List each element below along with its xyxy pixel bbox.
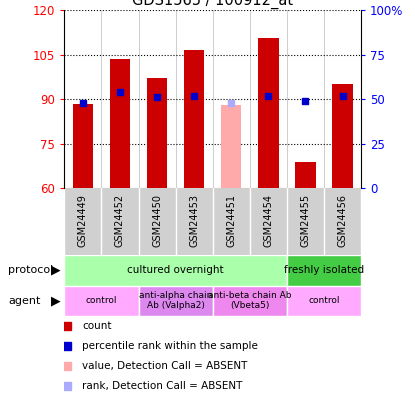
Bar	[287, 255, 361, 286]
Text: freshly isolated: freshly isolated	[284, 265, 364, 275]
Bar	[73, 104, 93, 188]
Text: GSM24449: GSM24449	[78, 194, 88, 247]
Bar	[110, 59, 130, 188]
Text: percentile rank within the sample: percentile rank within the sample	[82, 341, 258, 351]
Bar	[287, 286, 361, 316]
Bar	[147, 79, 167, 188]
Text: GSM24451: GSM24451	[226, 194, 236, 247]
Text: control: control	[308, 296, 340, 305]
Text: GSM24453: GSM24453	[189, 194, 199, 247]
Text: value, Detection Call = ABSENT: value, Detection Call = ABSENT	[82, 361, 247, 371]
Text: rank, Detection Call = ABSENT: rank, Detection Call = ABSENT	[82, 382, 242, 391]
Text: GSM24452: GSM24452	[115, 194, 125, 247]
Bar	[332, 84, 353, 188]
Text: ▶: ▶	[51, 294, 60, 307]
Text: agent: agent	[8, 296, 41, 306]
Bar	[64, 255, 287, 286]
Bar	[184, 50, 204, 188]
Bar	[213, 286, 287, 316]
Text: anti-alpha chain
Ab (Valpha2): anti-alpha chain Ab (Valpha2)	[139, 291, 212, 310]
Bar	[295, 162, 316, 188]
Title: GDS1565 / 100912_at: GDS1565 / 100912_at	[132, 0, 293, 9]
Text: anti-beta chain Ab
(Vbeta5): anti-beta chain Ab (Vbeta5)	[208, 291, 291, 310]
Text: GSM24455: GSM24455	[300, 194, 310, 247]
Text: protocol: protocol	[8, 265, 54, 275]
Text: ▶: ▶	[51, 264, 60, 277]
Bar	[258, 38, 278, 188]
Text: GSM24450: GSM24450	[152, 194, 162, 247]
Bar	[221, 105, 242, 188]
Text: GSM24456: GSM24456	[337, 194, 347, 247]
Text: count: count	[82, 321, 112, 330]
Text: control: control	[85, 296, 117, 305]
Text: GSM24454: GSM24454	[264, 194, 273, 247]
Text: cultured overnight: cultured overnight	[127, 265, 224, 275]
Bar	[139, 286, 213, 316]
Bar	[64, 286, 139, 316]
